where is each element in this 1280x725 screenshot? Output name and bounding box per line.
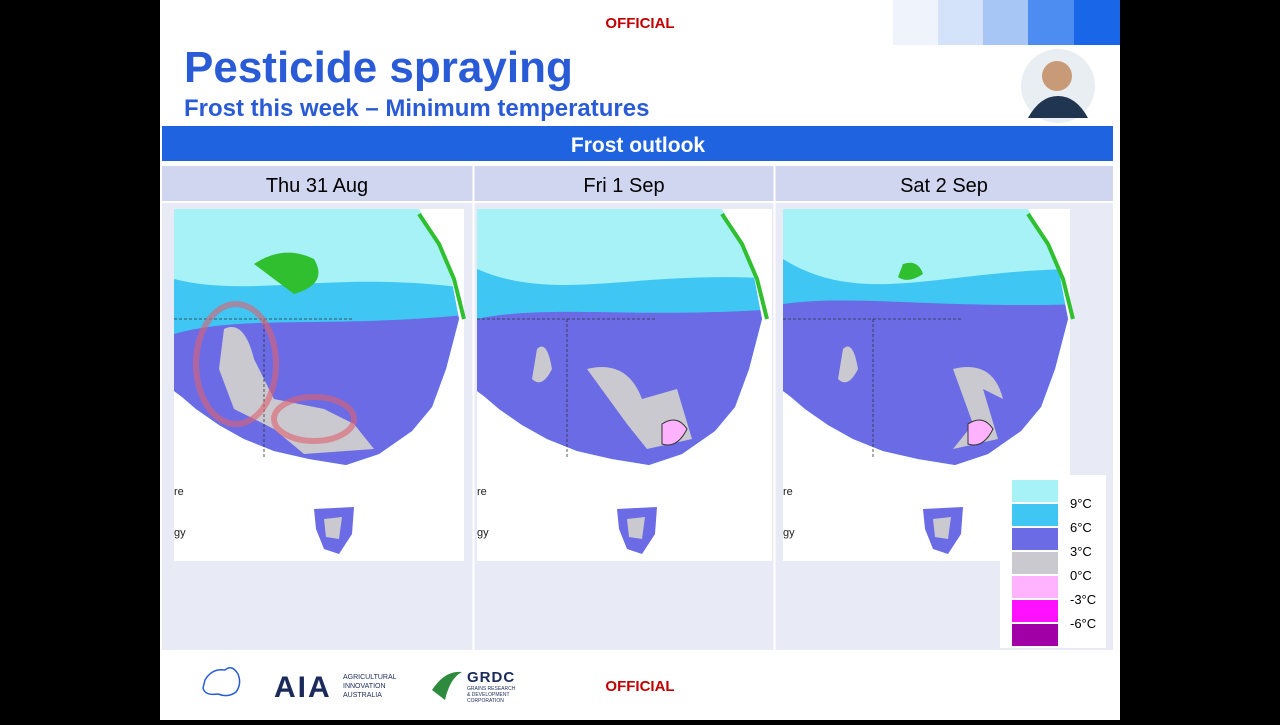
borders [477, 318, 657, 459]
grdc-leaf [432, 671, 462, 700]
legend-label: 9°C [1070, 496, 1092, 511]
coast-green [417, 212, 466, 320]
map-fragment: gy [174, 527, 186, 539]
aia-name: AGRICULTURAL [343, 674, 397, 681]
table-title: Frost outlook [571, 134, 705, 157]
header-row [162, 166, 1113, 201]
coast-green [720, 212, 769, 320]
footer: AIA AGRICULTURAL INNOVATION AUSTRALIA GR… [202, 667, 675, 704]
zone-minus3 [967, 419, 994, 446]
gov-logo [202, 667, 241, 697]
tasmania-cold [627, 517, 645, 539]
legend-swatch [1012, 480, 1058, 502]
annotation-circle [193, 301, 279, 427]
land-layers [783, 259, 1068, 465]
tasmania-cold [324, 517, 342, 539]
legend-label: 6°C [1070, 520, 1092, 535]
land-layers [477, 269, 762, 465]
zone-0 [219, 327, 374, 454]
legend: 9°C 6°C 3°C 0°C -3°C -6°C [1012, 480, 1096, 646]
map: re gy [174, 209, 466, 561]
map-fragment: re [477, 486, 487, 498]
legend-label: -3°C [1070, 592, 1096, 607]
coast-green [1026, 212, 1075, 320]
legend-label: 0°C [1070, 568, 1092, 583]
zone-9plus [898, 262, 923, 280]
classification: OFFICIAL [605, 678, 674, 695]
annotation-circle [271, 394, 357, 444]
classification: OFFICIAL [605, 15, 674, 32]
grdc-name: CORPORATION [467, 698, 504, 704]
aia-logo: AIA [274, 671, 332, 704]
grdc-logo: GRDC [467, 669, 515, 686]
webcam-person [1028, 96, 1088, 118]
deco [1028, 0, 1074, 45]
zone-3 [477, 309, 762, 465]
map-fragment: re [174, 486, 184, 498]
legend-swatch [1012, 504, 1058, 526]
column-header: Sat 2 Sep [900, 175, 988, 197]
legend-swatch [1012, 528, 1058, 550]
map: re gy [783, 209, 1075, 561]
table-title-bar [162, 126, 1113, 161]
zone-minus3 [661, 419, 688, 446]
title: Pesticide spraying [184, 43, 573, 92]
map: re gy [477, 209, 772, 561]
borders [783, 318, 963, 459]
legend-label: -6°C [1070, 616, 1096, 631]
grdc-name: GRAINS RESEARCH [467, 686, 516, 692]
aia-name: AUSTRALIA [343, 692, 382, 699]
grdc-name: & DEVELOPMENT [467, 692, 510, 698]
column-header: Thu 31 Aug [266, 175, 368, 197]
legend-label: 3°C [1070, 544, 1092, 559]
legend-swatch [1012, 576, 1058, 598]
zone-0b [838, 346, 858, 383]
deco [983, 0, 1028, 45]
tasmania-cold [933, 517, 951, 539]
zone-0b [532, 346, 552, 383]
map-fragment: re [783, 486, 793, 498]
subtitle: Frost this week – Minimum temperatures [184, 95, 649, 122]
legend-swatch [1012, 600, 1058, 622]
deco [1074, 0, 1120, 45]
legend-swatch [1012, 624, 1058, 646]
map-fragment: gy [477, 527, 489, 539]
deco [938, 0, 983, 45]
legend-swatch [1012, 552, 1058, 574]
zone-9plus [254, 252, 319, 294]
map-fragment: gy [783, 527, 795, 539]
maps: re gy re gy re gy [174, 209, 1075, 561]
webcam-face [1042, 61, 1072, 91]
zone-3 [783, 300, 1068, 465]
deco [893, 0, 938, 45]
column-header: Fri 1 Sep [583, 175, 664, 197]
aia-name: INNOVATION [343, 683, 386, 690]
